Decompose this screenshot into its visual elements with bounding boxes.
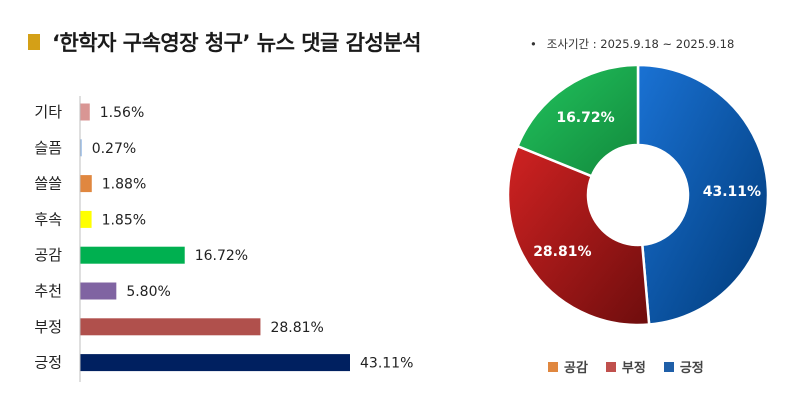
bar-category-label: 슬픔 <box>34 139 62 157</box>
bullet-dot: • <box>530 37 537 51</box>
legend-label: 긍정 <box>679 361 704 376</box>
survey-period: • 조사기간 : 2025.9.18 ~ 2025.9.18 <box>530 36 734 52</box>
donut-slice <box>506 144 651 327</box>
bar-value-label: 28.81% <box>270 320 323 336</box>
legend-label: 부정 <box>621 361 646 376</box>
legend-swatch <box>663 361 674 372</box>
bar <box>80 103 90 121</box>
bar-category-label: 쓸쓸 <box>34 175 62 193</box>
bar-category-label: 공감 <box>34 246 62 264</box>
legend-swatch <box>548 361 558 372</box>
bar-value-label: 5.80% <box>126 284 170 300</box>
bar-value-label: 43.11% <box>360 356 413 372</box>
bar-value-label: 1.85% <box>102 212 146 228</box>
bar <box>80 210 92 228</box>
bar <box>80 354 350 372</box>
bar-category-label: 부정 <box>34 318 62 336</box>
bar-category-label: 후속 <box>34 210 62 228</box>
bar-value-label: 16.72% <box>195 248 248 264</box>
donut-value-label: 28.81% <box>533 244 591 260</box>
bar-category-label: 기타 <box>34 103 62 121</box>
donut-chart: 43.11% 28.81% 16.72% <box>506 63 770 327</box>
donut-slice <box>636 63 770 326</box>
donut-slice <box>515 63 640 178</box>
legend-item: 부정 <box>605 357 646 376</box>
bar-value-label: 1.56% <box>100 105 144 121</box>
bar-value-label: 0.27% <box>92 141 136 157</box>
survey-period-text: 조사기간 : 2025.9.18 ~ 2025.9.18 <box>546 37 735 51</box>
title-marker <box>28 34 40 50</box>
legend-swatch <box>605 361 616 372</box>
bar <box>80 282 117 300</box>
bar-chart: 기타 1.56% 슬픔 0.27% 쓸쓸 1.88% 후속 1.85% 공감 16.72% 추천 5.… <box>34 96 413 382</box>
donut-value-label: 43.11% <box>703 184 761 200</box>
legend-item: 긍정 <box>663 357 704 376</box>
donut-value-label: 16.72% <box>556 110 614 126</box>
bar-category-label: 긍정 <box>34 354 62 372</box>
donut-legend: 공감 부정 긍정 <box>548 357 704 376</box>
bar-value-label: 1.88% <box>102 177 146 193</box>
bar <box>80 139 82 157</box>
legend-label: 공감 <box>564 361 588 376</box>
page-title: ‘한학자 구속영장 청구’ 뉴스 댓글 감성분석 <box>52 31 421 55</box>
bar <box>80 175 92 193</box>
bar-category-label: 추천 <box>34 282 62 300</box>
legend-item: 공감 <box>548 357 588 376</box>
bar <box>80 318 261 336</box>
bar <box>80 246 185 264</box>
